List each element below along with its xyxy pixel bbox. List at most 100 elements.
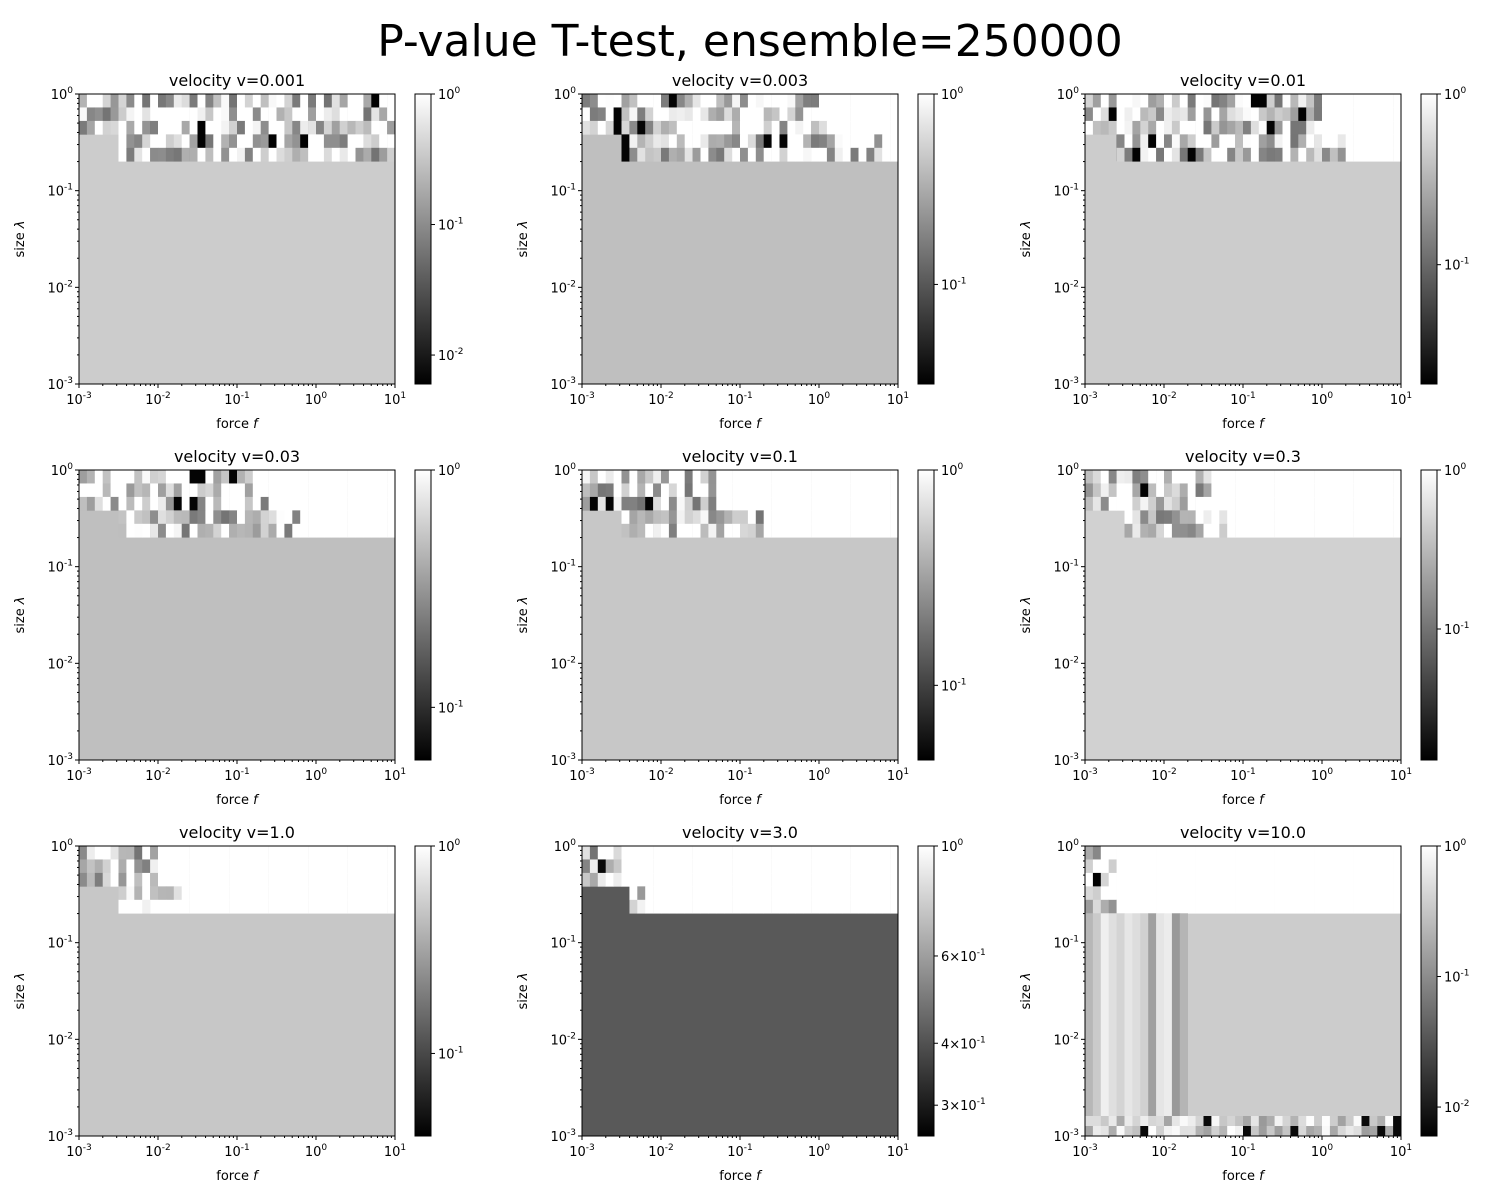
heatmap-cell: [1290, 872, 1299, 887]
heatmap-cell: [158, 886, 167, 901]
heatmap-cell: [1195, 147, 1204, 162]
heatmap-cell: [676, 510, 685, 525]
heatmap-cell: [850, 94, 859, 108]
heatmap-cell: [653, 134, 662, 149]
heatmap-cell: [197, 523, 206, 538]
heatmap-cell: [1314, 872, 1323, 887]
heatmap-cell: [237, 134, 246, 149]
heatmap-cell: [1282, 470, 1291, 484]
heatmap-cell: [165, 120, 175, 135]
heatmap-cell: [1164, 483, 1173, 498]
heatmap-cell: [890, 94, 899, 108]
heatmap-cell: [1235, 886, 1244, 901]
heatmap-cell: [676, 483, 685, 498]
heatmap-cell: [260, 510, 269, 525]
heatmap-cell: [1337, 107, 1346, 122]
heatmap-cell: [1164, 510, 1173, 525]
heatmap-cell: [755, 483, 764, 498]
heatmap-cell: [1377, 1116, 1386, 1126]
heatmap-cell: [1282, 1116, 1291, 1126]
heatmap-cell: [882, 470, 891, 484]
x-axis-label: force f: [719, 1169, 763, 1184]
heatmap-cell: [1274, 134, 1283, 149]
heatmap-cell: [1290, 147, 1299, 162]
heatmap-cell: [292, 134, 301, 149]
heatmap-cell: [142, 886, 151, 901]
heatmap-cell: [102, 120, 111, 135]
heatmap-cell: [1243, 134, 1252, 149]
heatmap-cell: [637, 899, 646, 914]
subplot-9: velocity v=10.010-3 10-2 10-1 100 10110-310-…: [1019, 823, 1470, 1184]
heatmap-cell: [213, 120, 222, 135]
heatmap-cell: [613, 470, 622, 484]
heatmap-cell: [1258, 107, 1267, 122]
x-tick-label: 10-3: [569, 767, 595, 784]
heatmap-cell: [300, 120, 309, 135]
colorbar: [414, 93, 432, 385]
heatmap-cell: [1124, 859, 1133, 874]
heatmap-cell: [700, 496, 709, 511]
heatmap-cell: [1353, 120, 1362, 135]
heatmap-cell: [882, 846, 891, 860]
heatmap-cell: [716, 483, 725, 498]
heatmap-cell: [629, 496, 638, 511]
heatmap-cell: [589, 94, 599, 108]
heatmap-cell: [858, 496, 867, 511]
heatmap-cell: [1203, 1116, 1212, 1126]
heatmap-cell: [1322, 1126, 1331, 1136]
heatmap-cell: [842, 859, 851, 874]
heatmap-cell: [229, 859, 238, 874]
heatmap-cell: [1219, 134, 1228, 149]
heatmap-cell: [811, 496, 820, 511]
heatmap-cell: [661, 510, 670, 525]
x-tick-label: 10-2: [145, 1143, 171, 1160]
heatmap-cell: [1085, 470, 1094, 484]
heatmap-cell: [882, 107, 891, 122]
heatmap-cell: [158, 483, 167, 498]
heatmap-cell: [189, 94, 198, 108]
heatmap-cell: [819, 872, 828, 887]
heatmap-cell: [1219, 846, 1228, 860]
heatmap-cell: [1124, 496, 1133, 511]
heatmap-cell: [323, 483, 333, 498]
heatmap-cell: [613, 496, 622, 511]
heatmap-cell: [795, 107, 804, 122]
heatmap-cell: [1235, 1126, 1244, 1136]
heatmap-cell: [237, 120, 246, 135]
heatmap-cell: [197, 120, 206, 135]
y-tick-label: 10-2: [47, 279, 73, 296]
heatmap-cell: [1337, 523, 1346, 538]
heatmap-cell: [1195, 872, 1204, 887]
heatmap-cell: [1132, 510, 1141, 525]
heatmap-cell: [323, 846, 333, 860]
heatmap-cell: [1250, 1116, 1260, 1126]
heatmap-cell: [819, 470, 828, 484]
heatmap-cell: [1124, 1126, 1133, 1136]
heatmap-cell: [1203, 496, 1212, 511]
heatmap-cell: [882, 523, 891, 538]
y-tick-label: 100: [51, 838, 74, 855]
heatmap-cell: [339, 859, 348, 874]
heatmap-cell: [1100, 899, 1109, 914]
heatmap-cell: [126, 899, 135, 914]
y-tick-label: 10-2: [1053, 279, 1079, 296]
heatmap-cell: [1148, 483, 1157, 498]
heatmap-cell: [363, 886, 372, 901]
heatmap-cell: [866, 483, 875, 498]
heatmap-cell: [268, 94, 277, 108]
heatmap-cell: [189, 899, 198, 914]
heatmap-cell: [1345, 872, 1354, 887]
heatmap-cell: [597, 859, 606, 874]
y-axis-label: size λ: [13, 220, 28, 257]
heatmap-cell: [747, 899, 757, 914]
heatmap-cell: [308, 846, 317, 860]
heatmap-cell: [826, 510, 836, 525]
heatmap-cell: [637, 886, 646, 901]
heatmap-cell: [732, 120, 741, 135]
heatmap-cell: [300, 859, 309, 874]
heatmap-cell: [1361, 107, 1370, 122]
heatmap-cell: [308, 872, 317, 887]
heatmap-cell: [387, 859, 396, 874]
heatmap-cell: [379, 846, 388, 860]
heatmap-cell: [347, 859, 356, 874]
